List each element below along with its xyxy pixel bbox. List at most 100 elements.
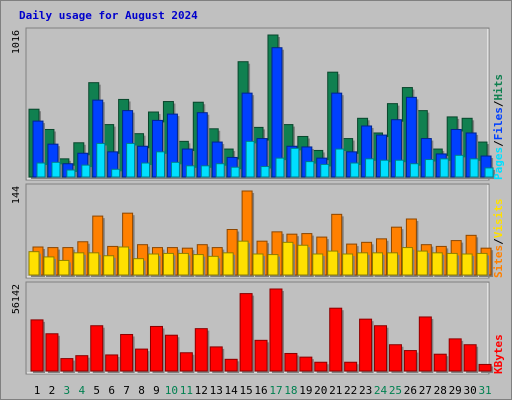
bar-sites-20: [312, 253, 325, 277]
bar-sites-13-body: [207, 255, 219, 276]
bar-pages-13: [215, 163, 227, 179]
bar-sites-13: [207, 255, 221, 277]
day-label-5: 5: [93, 384, 100, 397]
bar-kbytes-17: [269, 288, 284, 373]
bar-kbytes-13: [209, 346, 225, 373]
bar-pages-1-body: [36, 162, 46, 178]
bar-kbytes-12: [194, 328, 210, 373]
bar-sites-14-body: [222, 252, 234, 276]
bar-pages-30-body: [469, 158, 479, 178]
bar-sites-22-body: [342, 253, 354, 276]
bar-kbytes-19-body: [299, 356, 313, 372]
bar-kbytes-1-body: [30, 319, 44, 372]
bar-kbytes-6: [105, 354, 120, 373]
bar-sites-4: [73, 252, 86, 277]
bar-pages-27: [424, 159, 436, 179]
bar-sites-18: [282, 241, 295, 277]
bar-pages-12: [200, 165, 212, 179]
bar-sites-25: [386, 252, 400, 277]
bar-sites-29-body: [446, 252, 458, 276]
bar-pages-25-body: [394, 159, 404, 178]
bar-pages-3: [66, 169, 77, 179]
bar-sites-6-body: [103, 255, 115, 276]
bar-kbytes-22-body: [344, 361, 358, 372]
bar-sites-23: [357, 252, 370, 277]
bar-sites-27-body: [416, 250, 428, 276]
bar-sites-21-body: [327, 250, 339, 276]
bar-pages-26: [409, 163, 421, 179]
bar-kbytes-22: [344, 361, 359, 373]
bar-kbytes-24: [374, 325, 389, 373]
day-label-9: 9: [153, 384, 160, 397]
bar-pages-14-body: [230, 166, 240, 178]
bar-sites-17-body: [267, 254, 279, 276]
bar-sites-1-body: [28, 251, 40, 276]
bar-sites-7-body: [118, 246, 130, 276]
bar-kbytes-14: [224, 358, 240, 373]
bar-pages-19: [305, 161, 316, 179]
bar-kbytes-29: [448, 338, 464, 373]
bar-pages-5: [96, 142, 107, 179]
bar-kbytes-28-body: [433, 353, 447, 372]
bar-sites-10-body: [162, 252, 174, 276]
bar-kbytes-27: [418, 316, 434, 373]
chart-title: Daily usage for August 2024: [19, 9, 198, 22]
bar-pages-21: [335, 148, 346, 179]
day-label-2: 2: [49, 384, 56, 397]
bar-sites-17: [267, 254, 280, 277]
bar-pages-21-body: [335, 148, 345, 178]
bar-pages-29: [454, 154, 466, 179]
bar-pages-17-body: [275, 157, 285, 178]
bar-sites-24: [372, 252, 385, 277]
bar-pages-26-body: [409, 163, 419, 178]
bar-sites-27: [416, 250, 430, 277]
bar-pages-1: [36, 162, 47, 179]
legend-item-1: /: [492, 140, 505, 147]
bar-pages-29-body: [454, 154, 464, 178]
bar-pages-14: [230, 166, 242, 179]
bar-pages-28: [439, 158, 451, 179]
day-label-7: 7: [123, 384, 130, 397]
bar-pages-24: [380, 159, 391, 179]
bar-kbytes-15-body: [239, 293, 253, 372]
bar-sites-14: [222, 252, 236, 277]
bar-pages-15-body: [245, 140, 255, 178]
bar-sites-8: [133, 258, 146, 277]
legend-visits-sites: Sites/Visits: [492, 199, 505, 279]
day-label-21: 21: [329, 384, 342, 397]
legend-item-0: Sites: [492, 245, 505, 278]
bar-files-17-body: [271, 47, 283, 178]
bar-pages-22: [350, 162, 361, 179]
bar-kbytes-28: [433, 353, 449, 373]
bar-sites-30-body: [461, 253, 473, 276]
bar-pages-20-body: [320, 163, 330, 178]
bar-pages-12-body: [200, 165, 210, 178]
bar-sites-22: [342, 253, 355, 277]
bar-sites-16: [252, 253, 266, 277]
bar-pages-31: [484, 167, 496, 179]
day-label-25: 25: [389, 384, 402, 397]
day-label-4: 4: [78, 384, 85, 397]
bar-sites-30: [461, 253, 475, 277]
bar-kbytes-16: [254, 339, 270, 373]
day-label-27: 27: [419, 384, 432, 397]
day-label-26: 26: [404, 384, 417, 397]
legend-item-4: Hits: [492, 74, 505, 101]
bar-pages-7: [126, 142, 137, 179]
bar-kbytes-25-body: [388, 344, 402, 372]
bar-sites-21: [327, 250, 340, 277]
bar-sites-9-body: [147, 253, 159, 276]
bar-kbytes-31: [478, 363, 494, 373]
bar-sites-28: [431, 252, 445, 277]
bar-sites-16-body: [252, 253, 264, 276]
bar-sites-31-body: [476, 252, 488, 276]
bar-kbytes-16-body: [254, 339, 268, 372]
bar-sites-25-body: [386, 252, 398, 276]
bar-kbytes-19: [299, 356, 314, 373]
bar-pages-6-body: [111, 168, 121, 178]
bar-sites-24-body: [372, 252, 384, 276]
bar-kbytes-3-body: [60, 358, 74, 372]
bar-pages-4-body: [81, 164, 91, 178]
